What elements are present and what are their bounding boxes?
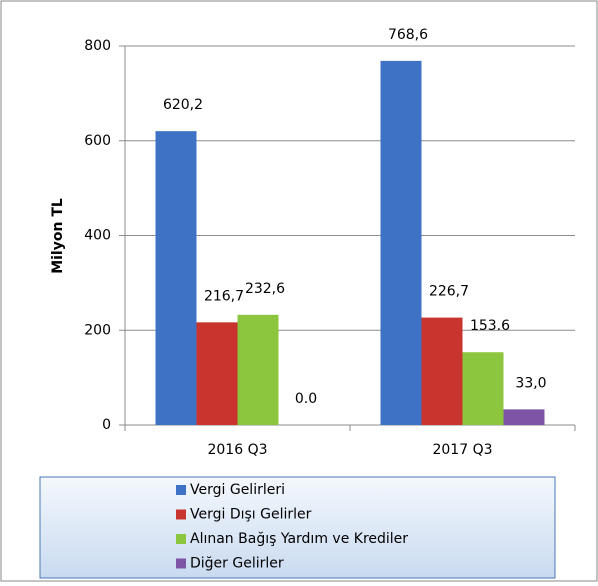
value-label: 216,7 xyxy=(204,288,244,304)
bar xyxy=(237,314,279,425)
legend-swatch xyxy=(176,534,186,544)
value-label: 0.0 xyxy=(295,391,317,407)
bar xyxy=(462,352,504,425)
legend-label: Alınan Bağış Yardım ve Krediler xyxy=(190,531,408,547)
x-tick-label: 2017 Q3 xyxy=(432,442,492,458)
x-tick-label: 2016 Q3 xyxy=(207,442,267,458)
legend-label: Vergi Gelirleri xyxy=(190,482,285,498)
y-tick-label: 0 xyxy=(102,417,111,433)
value-label: 620,2 xyxy=(163,97,203,113)
y-tick-label: 400 xyxy=(84,228,111,244)
value-label: 226,7 xyxy=(429,284,469,300)
legend-box xyxy=(39,476,556,579)
value-label: 33,0 xyxy=(515,375,546,391)
legend-swatch xyxy=(176,558,186,569)
value-label: 153.6 xyxy=(470,318,510,334)
bar xyxy=(503,409,545,425)
value-label: 768,6 xyxy=(388,27,428,43)
value-label: 232,6 xyxy=(245,281,285,297)
y-tick-label: 600 xyxy=(84,133,111,149)
legend-label: Vergi Dışı Gelirler xyxy=(190,507,312,523)
bar xyxy=(421,317,463,425)
bar xyxy=(196,322,238,425)
legend-swatch xyxy=(176,485,186,495)
legend-swatch xyxy=(176,509,186,520)
legend-label: Diğer Gelirler xyxy=(190,556,284,572)
y-axis-title: Milyon TL xyxy=(50,198,66,274)
y-tick-label: 200 xyxy=(84,322,111,338)
bar xyxy=(155,131,197,426)
bar xyxy=(380,60,422,425)
y-tick-label: 800 xyxy=(84,38,111,54)
